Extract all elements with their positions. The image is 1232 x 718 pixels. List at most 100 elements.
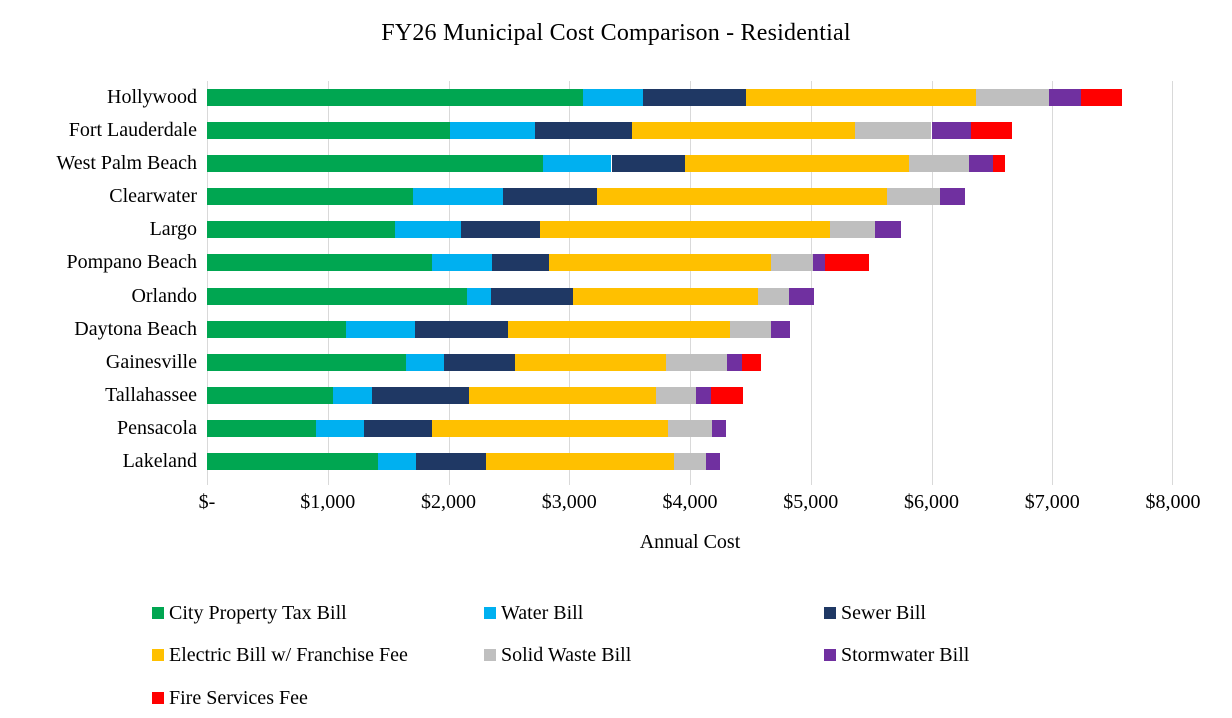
- legend-item-fire-services-fee: Fire Services Fee: [152, 686, 308, 710]
- bar-segment: [696, 386, 711, 404]
- x-tick-label: $2,000: [421, 491, 476, 513]
- bar-segment: [1048, 89, 1082, 107]
- bar-segment: [674, 452, 706, 470]
- plot-area: [207, 81, 1173, 485]
- bar-segment: [825, 254, 869, 272]
- bar-segment: [485, 452, 675, 470]
- gridline: [931, 81, 933, 485]
- bar-segment: [813, 254, 826, 272]
- x-tick-label: $5,000: [783, 491, 839, 513]
- bar-segment: [908, 155, 969, 173]
- bar-segment: [540, 221, 831, 239]
- bar-segment: [668, 419, 712, 437]
- bar-segment: [207, 221, 396, 239]
- bar-segment: [757, 287, 789, 305]
- bar-segment: [1081, 89, 1123, 107]
- bar-segment: [395, 221, 461, 239]
- bar-segment: [406, 353, 444, 371]
- y-category-label: Hollywood: [107, 86, 197, 109]
- legend-swatch-icon: [152, 607, 164, 619]
- bar-segment: [431, 419, 669, 437]
- bar-segment: [207, 386, 333, 404]
- bar-segment: [931, 122, 972, 140]
- bar-segment: [414, 320, 508, 338]
- legend-item-city-property-tax-bill: City Property Tax Bill: [152, 601, 347, 625]
- y-category-label: Pompano Beach: [66, 251, 197, 274]
- legend-label: Electric Bill w/ Franchise Fee: [169, 644, 408, 666]
- bar-segment: [460, 221, 541, 239]
- bar-row-clearwater: [207, 188, 1173, 206]
- bar-segment: [413, 188, 503, 206]
- bar-segment: [207, 320, 346, 338]
- legend-item-water-bill: Water Bill: [484, 601, 583, 625]
- gridline: [810, 81, 812, 485]
- legend-label: Water Bill: [501, 602, 584, 624]
- bar-segment: [207, 89, 583, 107]
- bar-segment: [332, 386, 373, 404]
- legend-item-solid-waste-bill: Solid Waste Bill: [484, 643, 631, 667]
- bar-row-fort-lauderdale: [207, 122, 1173, 140]
- gridline: [327, 81, 329, 485]
- bar-row-gainesville: [207, 353, 1173, 371]
- y-category-label: West Palm Beach: [56, 152, 197, 175]
- y-category-label: Pensacola: [117, 416, 197, 439]
- x-axis-title: Annual Cost: [639, 531, 741, 553]
- bar-segment: [443, 353, 515, 371]
- bar-row-daytona-beach: [207, 320, 1173, 338]
- legend-label: Sewer Bill: [841, 602, 926, 624]
- bar-segment: [490, 287, 573, 305]
- bar-segment: [514, 353, 666, 371]
- bar-segment: [710, 386, 744, 404]
- bar-segment: [770, 320, 791, 338]
- x-tick-label: $3,000: [541, 491, 597, 513]
- bar-segment: [642, 89, 746, 107]
- bar-segment: [727, 353, 742, 371]
- x-tick-label: $8,000: [1145, 491, 1201, 513]
- gridline: [569, 81, 571, 485]
- bar-segment: [886, 188, 940, 206]
- legend-label: Solid Waste Bill: [501, 644, 632, 666]
- bar-segment: [741, 353, 762, 371]
- legend-item-stormwater-bill: Stormwater Bill: [824, 643, 969, 667]
- bar-segment: [449, 122, 536, 140]
- bar-segment: [705, 452, 721, 470]
- bar-segment: [207, 419, 316, 437]
- bar-segment: [729, 320, 771, 338]
- x-tick-label: $7,000: [1024, 491, 1080, 513]
- legend-label: Stormwater Bill: [841, 644, 970, 666]
- bar-segment: [207, 452, 379, 470]
- y-category-label: Daytona Beach: [74, 317, 197, 340]
- legend-swatch-icon: [484, 607, 496, 619]
- y-category-label: Fort Lauderdale: [68, 119, 197, 142]
- legend-label: Fire Services Fee: [169, 687, 308, 709]
- bar-segment: [971, 122, 1013, 140]
- bar-segment: [976, 89, 1049, 107]
- bar-segment: [597, 188, 887, 206]
- legend-swatch-icon: [824, 649, 836, 661]
- bar-segment: [572, 287, 758, 305]
- x-axis-tick-labels: $- $1,000 $2,000 $3,000 $4,000 $5,000 $6,000 $7…: [199, 491, 1201, 517]
- bar-segment: [466, 287, 491, 305]
- bar-segment: [632, 122, 856, 140]
- gridline: [448, 81, 450, 485]
- bar-segment: [345, 320, 415, 338]
- y-category-label: Largo: [149, 218, 197, 241]
- bar-segment: [469, 386, 657, 404]
- bar-segment: [665, 353, 728, 371]
- gridline: [207, 81, 208, 485]
- bar-segment: [207, 155, 543, 173]
- bar-segment: [711, 419, 727, 437]
- bar-row-largo: [207, 221, 1173, 239]
- x-tick-label: $1,000: [300, 491, 356, 513]
- bar-segment: [939, 188, 966, 206]
- bar-segment: [491, 254, 549, 272]
- legend-swatch-icon: [824, 607, 836, 619]
- legend-label: City Property Tax Bill: [169, 602, 347, 624]
- bar-segment: [542, 155, 612, 173]
- bar-row-lakeland: [207, 452, 1173, 470]
- y-category-label: Clearwater: [109, 185, 197, 208]
- chart-title: FY26 Municipal Cost Comparison - Residen…: [381, 20, 851, 46]
- bar-segment: [874, 221, 902, 239]
- gridline: [1052, 81, 1054, 485]
- bar-segment: [548, 254, 771, 272]
